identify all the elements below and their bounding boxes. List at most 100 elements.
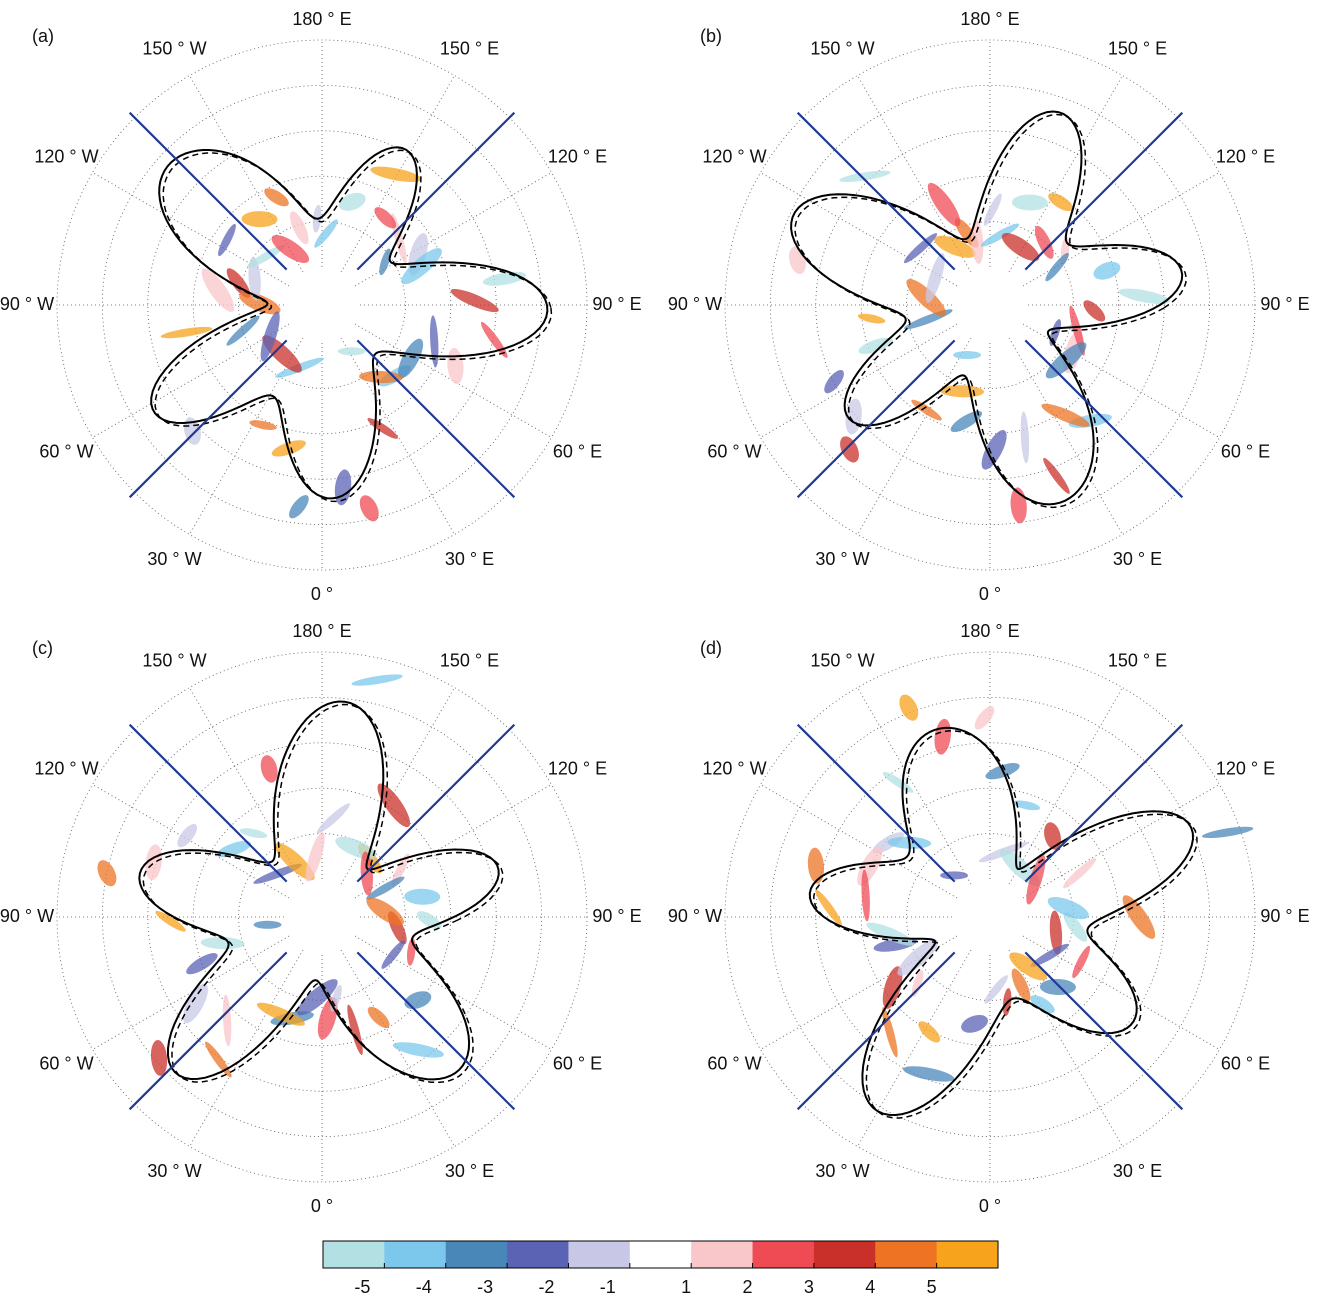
field-blob xyxy=(289,211,309,245)
field-blob xyxy=(815,889,842,926)
polar-panel: (b) 180 ° E 150 ° E 120 ° E 90 ° E 60 ° E 30 °… xyxy=(668,9,1310,604)
field-blob xyxy=(450,288,499,313)
pole-hole xyxy=(284,879,360,955)
lon-label: 60 ° W xyxy=(39,441,93,461)
field-blob xyxy=(981,430,1007,470)
field-blob xyxy=(1043,457,1070,494)
lat-circle xyxy=(56,651,588,1183)
contour-dashed xyxy=(794,113,1187,509)
lon-label: 90 ° E xyxy=(592,294,641,314)
lon-label: 120 ° E xyxy=(1216,758,1275,778)
field-blob xyxy=(983,193,1002,226)
field-blob xyxy=(807,847,825,884)
field-blob xyxy=(861,869,870,922)
colorbar-label: 3 xyxy=(804,1277,814,1297)
sector-line xyxy=(128,339,288,499)
panel-label: (b) xyxy=(700,26,722,46)
field-blob xyxy=(241,211,278,228)
lat-circle xyxy=(770,84,1211,526)
lon-label: 0 ° xyxy=(311,584,333,604)
lon-label: 30 ° E xyxy=(445,1161,494,1181)
lon-label: 120 ° W xyxy=(34,146,98,166)
colorbar-swatch xyxy=(323,1241,385,1268)
field-blob xyxy=(186,953,218,975)
panel-label: (c) xyxy=(32,638,53,658)
lon-label: 30 ° E xyxy=(445,549,494,569)
field-blob xyxy=(275,843,315,881)
field-blob xyxy=(839,170,891,183)
field-blob xyxy=(980,223,1020,247)
field-blob xyxy=(882,966,903,1009)
field-blob xyxy=(1041,403,1090,427)
field-blob xyxy=(897,939,939,976)
lon-label: 120 ° E xyxy=(548,146,607,166)
sector-line xyxy=(1024,723,1184,883)
field-blob xyxy=(1118,288,1170,304)
field-blob xyxy=(1039,979,1076,996)
field-blob xyxy=(200,937,245,950)
field-blob xyxy=(316,803,350,834)
field-blob xyxy=(416,911,442,930)
lat-circle xyxy=(770,697,1211,1138)
field-blob xyxy=(404,888,441,905)
sector-line xyxy=(796,339,956,499)
meridian xyxy=(760,172,958,287)
lon-label: 30 ° W xyxy=(147,549,201,569)
field-blob xyxy=(160,326,213,339)
sector-line xyxy=(796,111,956,271)
lon-label: 150 ° E xyxy=(440,38,499,58)
contour-solid xyxy=(138,700,500,1081)
field-blob xyxy=(789,246,806,275)
field-blob xyxy=(429,315,439,368)
field-blob xyxy=(1011,194,1048,211)
field-blob xyxy=(840,436,859,463)
field-blob xyxy=(1049,910,1063,955)
lat-circle xyxy=(724,39,1256,571)
lon-label: 150 ° E xyxy=(440,650,499,670)
colorbar-swatch xyxy=(752,1241,815,1268)
field-blob xyxy=(271,235,310,263)
field-blob xyxy=(1063,912,1088,942)
field-blob xyxy=(222,994,232,1047)
field-blob xyxy=(1020,411,1030,464)
sector-line xyxy=(1024,339,1184,499)
lon-label: 150 ° E xyxy=(1108,650,1167,670)
lon-label: 90 ° W xyxy=(0,294,54,314)
lon-label: 60 ° E xyxy=(1221,441,1270,461)
field-blob xyxy=(974,706,995,730)
field-blob xyxy=(297,979,338,1016)
sector-line xyxy=(128,723,288,883)
field-blob xyxy=(377,783,411,828)
field-blob xyxy=(150,1039,168,1076)
meridian xyxy=(857,949,972,1147)
field-blob xyxy=(1001,233,1040,261)
pole-hole xyxy=(952,267,1028,343)
field-blob xyxy=(337,347,366,356)
lat-circle xyxy=(192,175,452,435)
lon-label: 30 ° W xyxy=(815,1161,869,1181)
field-blob xyxy=(940,385,984,398)
colorbar-label: 2 xyxy=(743,1277,753,1297)
lon-label: 180 ° E xyxy=(960,9,1019,29)
field-blob xyxy=(1011,968,1031,1002)
field-blob xyxy=(367,1006,390,1029)
field-blob xyxy=(925,253,945,303)
field-blob xyxy=(379,248,391,276)
colorbar-swatch xyxy=(568,1241,631,1268)
lon-label: 30 ° W xyxy=(815,549,869,569)
meridian xyxy=(1008,949,1123,1147)
field-blob xyxy=(1009,952,1047,981)
lon-label: 150 ° W xyxy=(810,38,874,58)
field-blob xyxy=(201,268,235,312)
colorbar-label: -1 xyxy=(600,1277,616,1297)
field-blob xyxy=(248,256,261,301)
field-blob xyxy=(253,920,282,929)
lon-label: 90 ° W xyxy=(668,906,722,926)
meridian xyxy=(92,935,290,1050)
field-blob xyxy=(260,755,278,783)
lon-label: 150 ° W xyxy=(810,650,874,670)
sector-line xyxy=(796,723,956,883)
field-blob xyxy=(406,937,416,966)
lat-circle xyxy=(101,84,543,526)
